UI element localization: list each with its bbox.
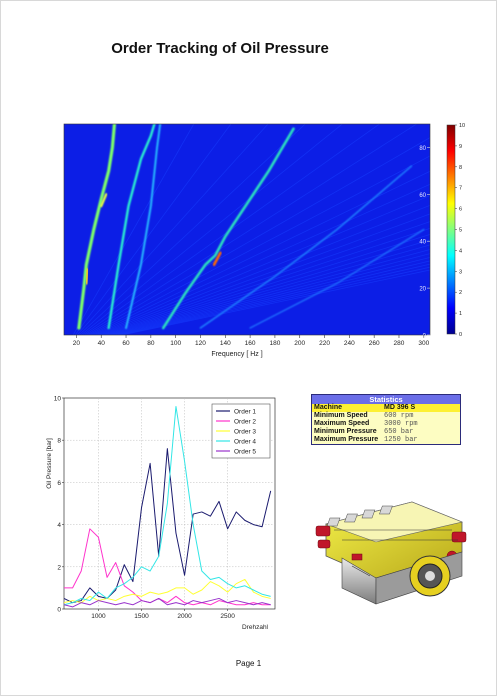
series-line-order-5	[64, 597, 271, 608]
page-footer: Page 1	[235, 659, 262, 668]
statistics-title: Statistics	[312, 395, 460, 404]
statistics-key: Minimum Pressure	[314, 428, 377, 435]
line-chart-ytick-label: 6	[57, 480, 61, 487]
spectrogram-xtick-label: 40	[98, 340, 106, 347]
line-chart-ytick-label: 4	[57, 522, 61, 529]
statistics-row-min-speed: Minimum Speed 600 rpm	[312, 412, 460, 420]
statistics-table: Statistics Machine MD 396 S Minimum Spee…	[311, 394, 461, 445]
line-chart-xtick-label: 2500	[220, 613, 235, 620]
statistics-row-max-speed: Maximum Speed 3000 rpm	[312, 420, 460, 428]
spectrogram-xlabel: Frequency [ Hz ]	[211, 351, 262, 358]
order-ridge-4	[161, 127, 295, 330]
statistics-value: 3000 rpm	[384, 420, 418, 428]
spectrogram-ytick-label: 80	[419, 146, 426, 152]
line-chart-ylabel: Oil Pressure [bar]	[46, 438, 53, 489]
line-chart-ytick-label: 8	[57, 438, 61, 445]
spectrogram-xtick-label: 140	[220, 340, 231, 347]
page-title: Order Tracking of Oil Pressure	[111, 40, 329, 57]
colorbar-tick-label: 2	[459, 290, 462, 296]
statistics-value: 600 rpm	[384, 412, 414, 420]
line-chart-xtick-label: 1500	[134, 613, 149, 620]
order-ridge-2	[107, 124, 156, 330]
line-chart-ytick-label: 0	[57, 607, 61, 614]
statistics-row-min-pressure: Minimum Pressure 650 bar	[312, 428, 460, 436]
colorbar-tick-label: 10	[459, 123, 465, 129]
colorbar-tick-label: 1	[459, 311, 462, 317]
order-ridge-3	[125, 124, 162, 329]
statistics-key: Maximum Pressure	[314, 436, 379, 443]
spectrogram-xtick-label: 160	[245, 340, 256, 347]
series-line-order-1	[64, 448, 272, 604]
statistics-value: 1250 bar	[384, 436, 418, 444]
colorbar-tick-label: 8	[459, 165, 462, 171]
spectrogram-chart: 20 40 60 80 100 120 140 160 180 200 220 240 260 280 30…	[63, 123, 465, 358]
line-chart-ytick-label: 2	[57, 564, 61, 571]
colorbar-tick-label: 0	[459, 332, 462, 338]
spectrogram-xtick-label: 120	[195, 340, 206, 347]
spectrogram-xtick-label: 280	[394, 340, 405, 347]
order-ridge-6	[249, 228, 425, 329]
statistics-key: Maximum Speed	[314, 420, 370, 427]
legend-label: Order 4	[234, 439, 256, 446]
colorbar-tick-label: 9	[459, 144, 462, 150]
order-ridge-1-peak	[85, 268, 89, 285]
statistics-key: Minimum Speed	[314, 412, 368, 419]
spectrogram-xtick-label: 180	[269, 340, 280, 347]
spectrogram-ytick-label: 60	[419, 193, 426, 199]
spectrogram-ytick-label: 40	[419, 240, 426, 246]
spectrogram-xtick-label: 300	[418, 340, 429, 347]
order-ridge-4-peak	[212, 251, 222, 266]
order-ridge-1-highlight	[100, 193, 108, 208]
spectrogram-xtick-label: 80	[147, 340, 155, 347]
spectrogram-xtick-label: 20	[73, 340, 81, 347]
engine-3d-model-icon	[315, 501, 467, 605]
order-ridge-1	[77, 124, 117, 330]
legend-label: Order 2	[234, 419, 256, 426]
statistics-row-max-pressure: Maximum Pressure 1250 bar	[312, 436, 460, 444]
statistics-value: 650 bar	[384, 428, 414, 436]
legend-label: Order 3	[234, 429, 256, 436]
series-line-order-4	[64, 405, 271, 606]
series-line-order-2	[64, 528, 271, 606]
legend-label: Order 1	[234, 409, 256, 416]
colorbar-tick-label: 4	[459, 248, 462, 254]
spectrogram-xtick-label: 60	[122, 340, 130, 347]
statistics-row-machine: Machine MD 396 S	[312, 404, 460, 412]
spectrogram-xtick-label: 200	[294, 340, 305, 347]
colorbar-tick-label: 7	[459, 186, 462, 192]
line-chart-xtick-label: 2000	[177, 613, 192, 620]
statistics-key: Machine	[314, 404, 343, 411]
spectrogram-ytick-label: 0	[423, 334, 427, 340]
line-chart-xlabel: Drehzahl	[242, 624, 269, 631]
line-chart-xtick-label: 1000	[91, 613, 106, 620]
spectrogram-xtick-label: 220	[319, 340, 330, 347]
spectrogram-xtick-label: 260	[369, 340, 380, 347]
legend-label: Order 5	[234, 449, 256, 456]
line-chart-ytick-label: 10	[54, 396, 62, 403]
spectrogram-xtick-label: 100	[170, 340, 181, 347]
spectrogram-ytick-label: 20	[419, 287, 426, 293]
colorbar-tick-label: 3	[459, 269, 462, 275]
statistics-value: MD 396 S	[384, 404, 416, 411]
spectrogram-xtick-label: 240	[344, 340, 355, 347]
colorbar-tick-label: 5	[459, 228, 462, 234]
order-ridge-5	[199, 165, 413, 329]
colorbar-tick-label: 6	[459, 207, 462, 213]
